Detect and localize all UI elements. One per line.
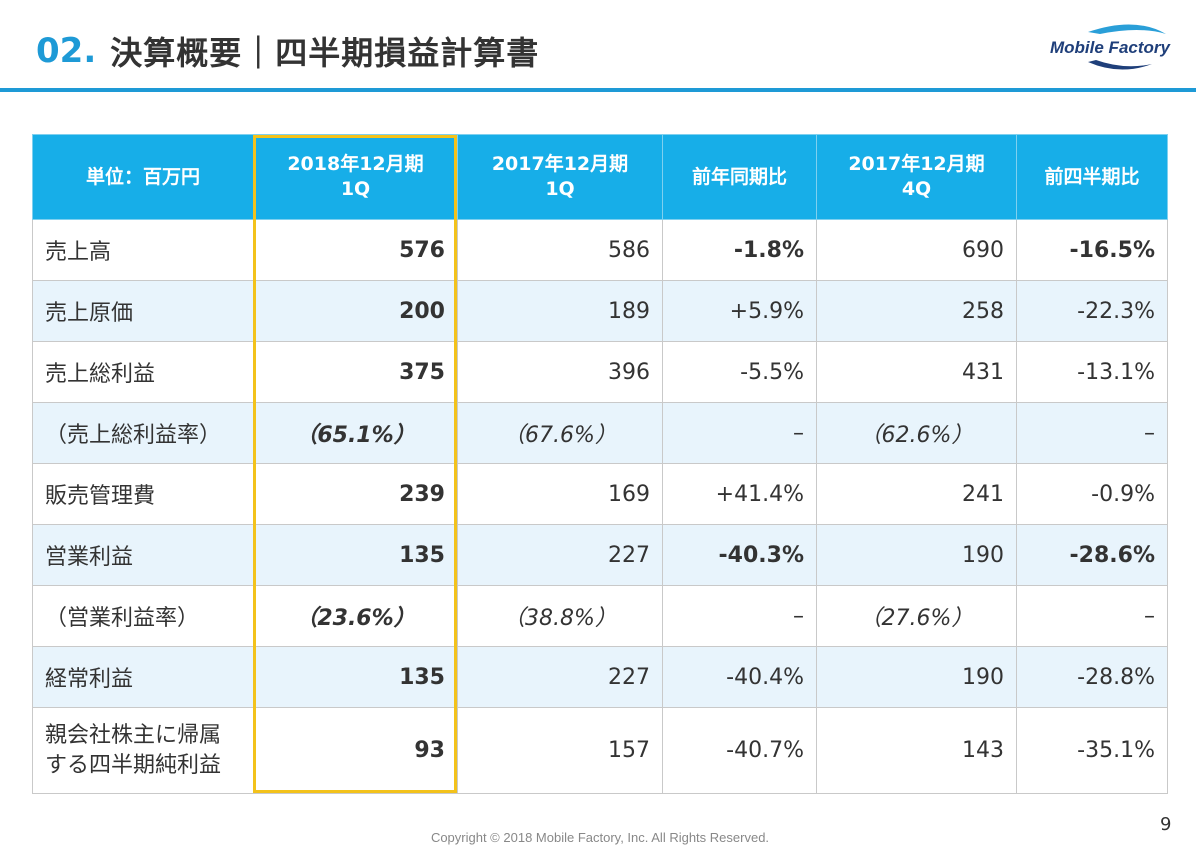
cell-prev-year: （38.8%）: [457, 585, 663, 647]
cell-qoq: -0.9%: [1016, 463, 1168, 525]
cell-prev-year: 169: [457, 463, 663, 525]
row-label: （営業利益率）: [32, 585, 254, 647]
header-fy2017-1q: 2017年12月期 1Q: [457, 134, 663, 220]
header-fy2017-1q-quarter: 1Q: [545, 178, 575, 200]
cell-qoq: -28.8%: [1016, 646, 1168, 708]
header-unit: 単位：百万円: [32, 134, 254, 220]
slide-title: 02. 決算概要｜四半期損益計算書: [36, 26, 539, 76]
cell-prev-quarter: （27.6%）: [816, 585, 1017, 647]
cell-prev-year: 227: [457, 524, 663, 586]
table-row-net-income: 親会社株主に帰属 する四半期純利益 93 157 -40.7% 143 -35.…: [32, 707, 1168, 794]
header-fy2017-1q-period: 2017年12月期: [491, 153, 629, 175]
cell-prev-quarter: 143: [816, 707, 1017, 794]
logo-swoosh-icon: [1088, 24, 1166, 70]
cell-yoy: -1.8%: [662, 219, 817, 281]
cell-prev-quarter: 690: [816, 219, 1017, 281]
cell-prev-quarter: （62.6%）: [816, 402, 1017, 464]
cell-prev-quarter: 190: [816, 646, 1017, 708]
table-row-revenue: 売上高 576 586 -1.8% 690 -16.5%: [32, 219, 1168, 281]
cell-qoq: –: [1016, 585, 1168, 647]
cell-current: 135: [253, 524, 458, 586]
title-underline: [0, 88, 1196, 92]
row-label: 経常利益: [32, 646, 254, 708]
cell-prev-year: 396: [457, 341, 663, 403]
cell-yoy: +41.4%: [662, 463, 817, 525]
income-statement-table: 単位：百万円 2018年12月期 1Q 2017年12月期 1Q 前年同期比 2…: [32, 134, 1168, 794]
row-label: 売上高: [32, 219, 254, 281]
cell-current: （65.1%）: [253, 402, 458, 464]
cell-qoq: -22.3%: [1016, 280, 1168, 342]
header-qoq: 前四半期比: [1016, 134, 1168, 220]
row-label: （売上総利益率）: [32, 402, 254, 464]
cell-current: 375: [253, 341, 458, 403]
table-row-operating-margin: （営業利益率） （23.6%） （38.8%） – （27.6%） –: [32, 585, 1168, 647]
cell-yoy: -40.4%: [662, 646, 817, 708]
row-label: 営業利益: [32, 524, 254, 586]
cell-current: 239: [253, 463, 458, 525]
cell-current: 200: [253, 280, 458, 342]
table-row-sga: 販売管理費 239 169 +41.4% 241 -0.9%: [32, 463, 1168, 525]
cell-prev-quarter: 241: [816, 463, 1017, 525]
table-row-ordinary-profit: 経常利益 135 227 -40.4% 190 -28.8%: [32, 646, 1168, 708]
cell-prev-year: （67.6%）: [457, 402, 663, 464]
cell-yoy: –: [662, 585, 817, 647]
logo-text: Mobile Factory: [1050, 38, 1170, 57]
table-row-gross-margin: （売上総利益率） （65.1%） （67.6%） – （62.6%） –: [32, 402, 1168, 464]
cell-qoq: -16.5%: [1016, 219, 1168, 281]
cell-yoy: -40.7%: [662, 707, 817, 794]
page-number: 9: [1160, 814, 1172, 835]
table-row-operating-profit: 営業利益 135 227 -40.3% 190 -28.6%: [32, 524, 1168, 586]
cell-current: 93: [253, 707, 458, 794]
row-label-line2: する四半期純利益: [45, 752, 222, 778]
copyright-footer: Copyright © 2018 Mobile Factory, Inc. Al…: [430, 830, 770, 845]
company-logo: Mobile Factory: [1040, 18, 1190, 78]
header-fy2018-1q-quarter: 1Q: [340, 178, 371, 200]
header-fy2018-1q-period: 2018年12月期: [287, 153, 424, 175]
cell-yoy: +5.9%: [662, 280, 817, 342]
title-number: 02.: [36, 31, 97, 71]
cell-prev-quarter: 258: [816, 280, 1017, 342]
cell-prev-year: 189: [457, 280, 663, 342]
cell-qoq: -35.1%: [1016, 707, 1168, 794]
cell-current: 135: [253, 646, 458, 708]
cell-qoq: -28.6%: [1016, 524, 1168, 586]
header-fy2017-4q-period: 2017年12月期: [848, 153, 985, 175]
row-label: 販売管理費: [32, 463, 254, 525]
cell-prev-year: 157: [457, 707, 663, 794]
table-row-gross-profit: 売上総利益 375 396 -5.5% 431 -13.1%: [32, 341, 1168, 403]
row-label: 売上総利益: [32, 341, 254, 403]
cell-qoq: -13.1%: [1016, 341, 1168, 403]
header-fy2018-1q: 2018年12月期 1Q: [253, 134, 458, 220]
cell-qoq: –: [1016, 402, 1168, 464]
table-row-cost-of-sales: 売上原価 200 189 +5.9% 258 -22.3%: [32, 280, 1168, 342]
header-yoy: 前年同期比: [662, 134, 817, 220]
cell-yoy: -5.5%: [662, 341, 817, 403]
row-label: 親会社株主に帰属 する四半期純利益: [32, 707, 254, 794]
cell-current: （23.6%）: [253, 585, 458, 647]
header-fy2017-4q-quarter: 4Q: [901, 178, 932, 200]
cell-prev-year: 227: [457, 646, 663, 708]
row-label-line1: 親会社株主に帰属: [45, 722, 222, 748]
title-text: 決算概要｜四半期損益計算書: [110, 34, 540, 72]
cell-current: 576: [253, 219, 458, 281]
table-header-row: 単位：百万円 2018年12月期 1Q 2017年12月期 1Q 前年同期比 2…: [32, 134, 1168, 220]
cell-yoy: –: [662, 402, 817, 464]
header-fy2017-4q: 2017年12月期 4Q: [816, 134, 1017, 220]
row-label: 売上原価: [32, 280, 254, 342]
cell-prev-quarter: 431: [816, 341, 1017, 403]
cell-yoy: -40.3%: [662, 524, 817, 586]
cell-prev-quarter: 190: [816, 524, 1017, 586]
cell-prev-year: 586: [457, 219, 663, 281]
